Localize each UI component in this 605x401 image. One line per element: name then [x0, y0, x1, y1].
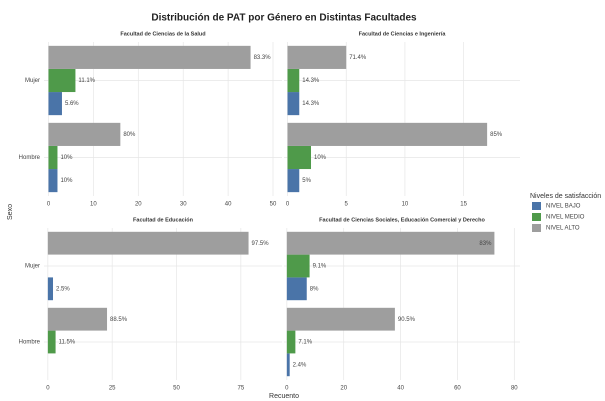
value-label: 7.1% — [298, 340, 312, 346]
value-label: 71.4% — [349, 55, 367, 61]
x-tick-label: 10 — [90, 202, 97, 208]
x-tick-label: 20 — [340, 386, 347, 392]
value-label: 90.5% — [398, 317, 416, 323]
value-label: 5% — [302, 178, 311, 184]
bar — [48, 122, 121, 146]
value-label: 5.6% — [65, 101, 79, 107]
bar — [286, 353, 290, 377]
x-axis-label: Recuento — [269, 393, 299, 400]
x-tick-label: 20 — [135, 202, 142, 208]
value-label: 14.3% — [302, 78, 320, 84]
value-label: 11.1% — [78, 78, 95, 84]
bar — [287, 92, 300, 116]
panel-title: Facultad de Ciencias de la Salud — [120, 31, 205, 37]
x-tick-label: 15 — [460, 202, 467, 208]
y-tick-label: Hombre — [19, 340, 41, 346]
value-label: 9.1% — [313, 264, 327, 270]
bar — [287, 145, 312, 170]
bar — [286, 277, 307, 301]
bar — [287, 122, 488, 146]
legend-swatch — [532, 202, 541, 210]
value-label: 83.3% — [254, 55, 272, 61]
y-tick-label: Mujer — [25, 78, 40, 84]
value-label: 85% — [490, 132, 503, 138]
value-label: 88.5% — [110, 317, 128, 323]
value-label: 97.5% — [252, 241, 270, 247]
bar — [47, 307, 108, 331]
value-label: 83% — [479, 241, 492, 247]
bar — [48, 68, 76, 93]
y-axis-label: Sexo — [7, 204, 14, 220]
bar — [286, 254, 310, 278]
bar — [48, 45, 251, 69]
value-label: 14.3% — [302, 101, 320, 107]
legend-label: NIVEL BAJO — [546, 204, 581, 210]
x-tick-label: 25 — [109, 386, 116, 392]
x-tick-label: 0 — [46, 386, 50, 392]
legend-title: Niveles de satisfacción — [530, 193, 601, 200]
bar — [286, 231, 495, 255]
x-tick-label: 0 — [47, 202, 51, 208]
legend-swatch — [532, 224, 541, 232]
value-label: 2.5% — [56, 286, 70, 292]
legend-label: NIVEL MEDIO — [546, 215, 585, 221]
bar — [287, 169, 300, 193]
bar — [286, 330, 296, 354]
x-tick-label: 0 — [286, 202, 290, 208]
x-tick-label: 5 — [345, 202, 349, 208]
x-tick-label: 60 — [454, 386, 461, 392]
bar — [48, 92, 62, 116]
bar — [48, 169, 58, 193]
chart-title: Distribución de PAT por Género en Distin… — [151, 13, 417, 24]
value-label: 8% — [310, 286, 319, 292]
x-tick-label: 40 — [397, 386, 404, 392]
x-tick-label: 10 — [402, 202, 409, 208]
panel-title: Facultad de Educación — [133, 217, 194, 223]
panel-title: Facultad de Ciencias Sociales, Educación… — [319, 217, 485, 223]
bar — [47, 231, 249, 255]
value-label: 2.4% — [293, 362, 307, 368]
value-label: 80% — [123, 132, 136, 138]
legend-label: NIVEL ALTO — [546, 226, 580, 232]
panel-title: Facultad de Ciencias e Ingeniería — [359, 31, 447, 37]
value-label: 10% — [314, 155, 327, 161]
x-tick-label: 80 — [511, 386, 518, 392]
x-tick-label: 50 — [270, 202, 277, 208]
bar — [48, 145, 58, 170]
x-tick-label: 75 — [237, 386, 244, 392]
legend-swatch — [532, 213, 541, 221]
bar — [47, 277, 54, 301]
x-tick-label: 40 — [225, 202, 232, 208]
x-tick-label: 0 — [285, 386, 289, 392]
value-label: 10% — [60, 155, 73, 161]
y-tick-label: Mujer — [25, 264, 40, 270]
bar — [47, 330, 56, 354]
bar — [287, 45, 347, 69]
y-tick-label: Hombre — [19, 155, 41, 161]
x-tick-label: 50 — [173, 386, 180, 392]
value-label: 11.5% — [59, 340, 76, 346]
value-label: 10% — [60, 178, 73, 184]
bar — [286, 307, 395, 331]
bar — [287, 68, 300, 93]
x-tick-label: 30 — [180, 202, 187, 208]
